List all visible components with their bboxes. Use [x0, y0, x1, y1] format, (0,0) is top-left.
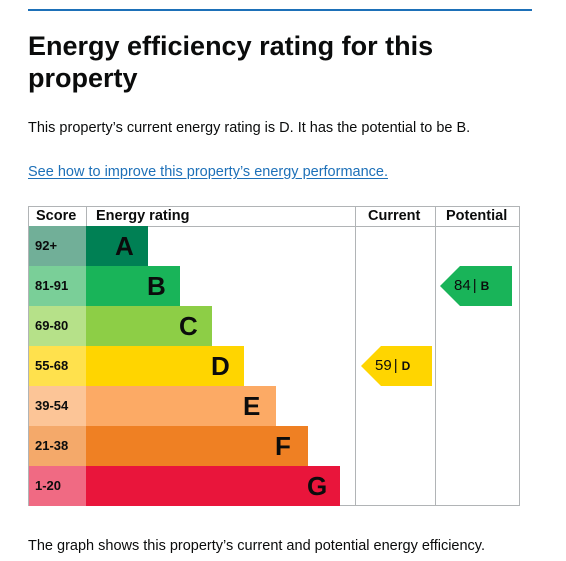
band-bar-e [86, 386, 276, 426]
improve-performance-link[interactable]: See how to improve this property’s energ… [28, 164, 388, 180]
band-letter-a: A [115, 231, 134, 261]
band-letter-d: D [211, 351, 230, 381]
current-rating-arrow: 59 | D [361, 346, 432, 386]
band-bar-d [86, 346, 244, 386]
band-bar-b [86, 266, 180, 306]
band-bar-a [86, 226, 148, 266]
rating-summary: This property’s current energy rating is… [28, 120, 471, 136]
band-score-g: 1-20 [29, 466, 86, 506]
page-title: Energy efficiency rating for this proper… [28, 31, 434, 93]
chart-divider-score [86, 206, 87, 226]
band-score-a: 92+ [29, 226, 86, 266]
current-band: D [401, 359, 411, 373]
band-score-e: 39-54 [29, 386, 86, 426]
band-bar-f [86, 426, 308, 466]
band-bar-g [86, 466, 340, 506]
potential-arrow-shape [440, 266, 512, 306]
chart-border-header [28, 226, 520, 227]
potential-rating-label: 84 | B [454, 266, 489, 306]
header-energy-rating: Energy rating [96, 208, 190, 224]
top-rule [28, 9, 532, 11]
potential-separator: | [472, 277, 477, 294]
current-separator: | [393, 357, 398, 374]
chart-border-top [28, 206, 520, 207]
band-letter-c: C [179, 311, 198, 341]
header-score: Score [36, 208, 77, 224]
potential-band: B [480, 279, 490, 293]
chart-divider-current [355, 206, 356, 506]
chart-border-left [28, 206, 29, 506]
band-letter-g: G [307, 471, 328, 501]
energy-rating-chart: Score Energy rating Current Potential 92… [28, 206, 520, 506]
band-letter-f: F [275, 431, 291, 461]
band-letter-b: B [147, 271, 166, 301]
band-score-c: 69-80 [29, 306, 86, 346]
chart-border-right [519, 206, 520, 506]
potential-score: 84 [454, 277, 471, 294]
header-potential: Potential [446, 208, 508, 224]
band-score-f: 21-38 [29, 426, 86, 466]
header-current: Current [368, 208, 421, 224]
band-score-d: 55-68 [29, 346, 86, 386]
current-rating-label: 59 | D [375, 346, 410, 386]
band-score-b: 81-91 [29, 266, 86, 306]
chart-caption: The graph shows this property’s current … [28, 538, 486, 554]
current-arrow-shape [361, 346, 432, 386]
current-score: 59 [375, 357, 392, 374]
band-bar-c [86, 306, 212, 346]
chart-divider-potential [435, 206, 436, 506]
band-letter-e: E [243, 391, 261, 421]
potential-rating-arrow: 84 | B [440, 266, 512, 306]
